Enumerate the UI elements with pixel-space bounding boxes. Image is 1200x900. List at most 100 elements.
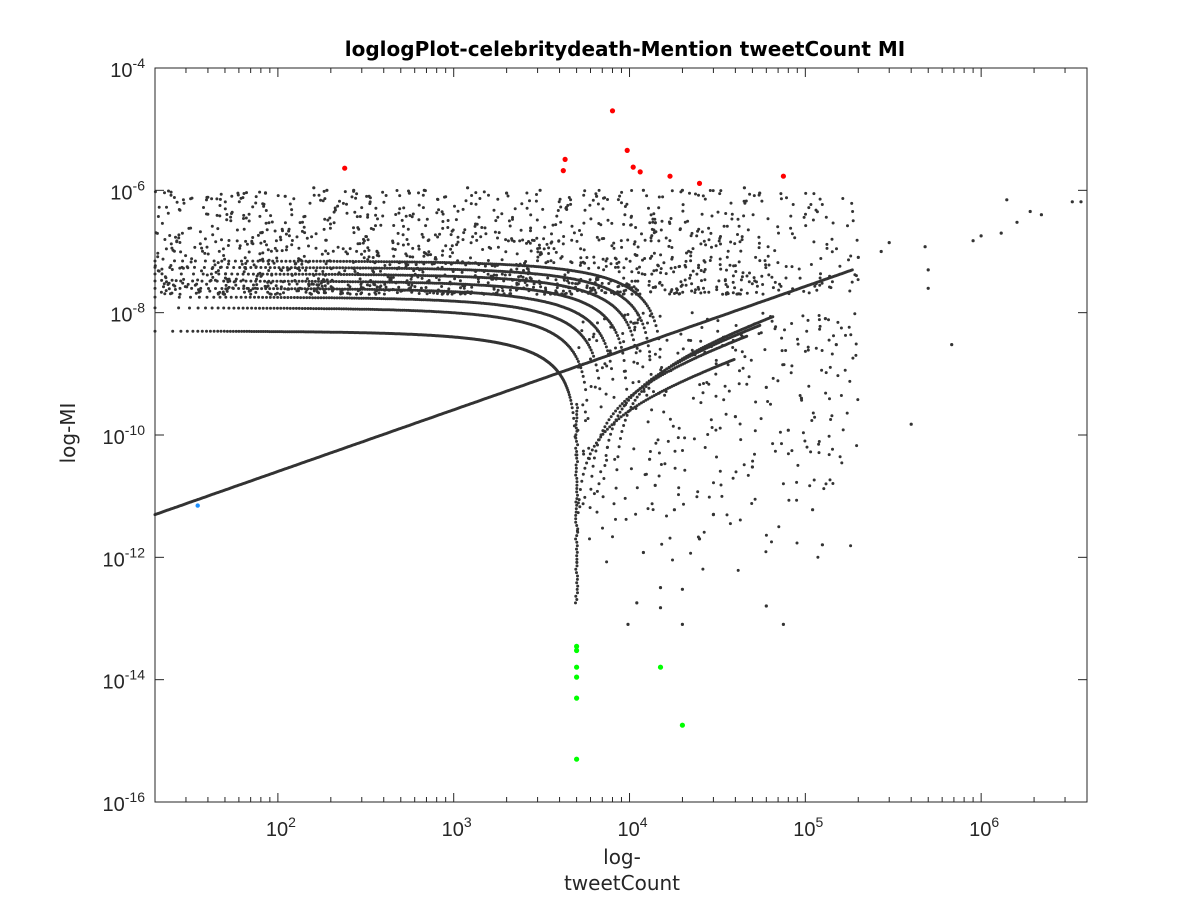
bulk-point [763, 259, 767, 263]
bulk-point [854, 353, 858, 357]
bulk-point [747, 325, 751, 328]
bulk-point [524, 277, 528, 281]
bulk-point [657, 474, 661, 478]
bulk-point [738, 292, 742, 296]
bulk-point [818, 197, 822, 201]
bulk-point [590, 322, 594, 326]
bulk-point [438, 232, 442, 236]
bulk-point [594, 291, 598, 295]
bulk-point [619, 437, 622, 440]
bulk-point [305, 296, 309, 300]
bulk-point [304, 290, 308, 294]
bulk-point [622, 369, 626, 373]
bulk-point [474, 202, 478, 206]
bulk-point [160, 272, 164, 276]
bulk-point [373, 261, 377, 265]
bulk-point [574, 513, 578, 517]
bulk-point [222, 254, 226, 257]
bulk-point [239, 295, 243, 299]
bulk-point [847, 258, 850, 262]
bulk-point [795, 541, 799, 545]
bulk-point [265, 228, 269, 232]
bulk-point [223, 207, 227, 211]
bulk-point [322, 189, 326, 193]
bulk-point [307, 244, 310, 248]
bulk-point [440, 253, 444, 257]
bulk-point [242, 213, 246, 217]
bulk-point [796, 463, 800, 467]
bulk-point [602, 339, 606, 343]
bulk-point [560, 292, 564, 296]
bulk-point [275, 249, 279, 253]
bulk-point [526, 267, 530, 271]
bulk-point [719, 189, 723, 193]
bulk-point [399, 289, 403, 293]
bulk-point [689, 339, 693, 342]
bulk-point [589, 348, 593, 352]
bulk-point [535, 236, 539, 240]
bulk-point [849, 254, 853, 258]
bulk-point [222, 279, 226, 283]
bulk-point [657, 337, 661, 341]
bulk-point [441, 291, 445, 295]
bulk-point [838, 455, 842, 459]
bulk-point [610, 427, 614, 431]
bulk-point [617, 445, 621, 449]
bulk-point [813, 415, 817, 419]
bulk-point [603, 317, 606, 321]
bulk-point [583, 208, 587, 212]
bulk-point [597, 438, 601, 442]
bulk-point [291, 306, 295, 310]
bulk-point [979, 234, 983, 238]
bulk-point [280, 269, 284, 272]
bulk-point [275, 306, 279, 310]
bulk-point [770, 275, 774, 279]
bulk-point [575, 581, 579, 585]
bulk-point [325, 188, 329, 192]
bulk-point [637, 380, 641, 384]
bulk-point [333, 272, 337, 276]
bulk-point [364, 307, 368, 311]
bulk-point [281, 280, 285, 284]
bulk-point [708, 259, 712, 262]
bulk-point [777, 525, 781, 529]
bulk-point [575, 490, 579, 494]
bulk-point [180, 231, 184, 235]
bulk-point [1005, 198, 1009, 202]
bulk-point [265, 306, 269, 310]
bulk-point [240, 262, 244, 266]
bulk-point [422, 262, 426, 266]
bulk-point [368, 287, 372, 291]
bulk-point [849, 333, 853, 337]
bulk-point [546, 276, 550, 280]
bulk-point [242, 329, 246, 333]
bulk-point [227, 259, 231, 263]
bulk-point [169, 264, 173, 267]
bulk-point [330, 307, 334, 311]
bulk-point [226, 244, 230, 247]
bulk-point [700, 279, 703, 283]
bulk-point [640, 272, 644, 276]
bulk-point [574, 510, 578, 514]
bulk-point [503, 273, 507, 277]
bulk-point [490, 264, 494, 268]
bulk-point [367, 273, 371, 277]
bulk-point [771, 286, 775, 290]
bulk-point [700, 230, 704, 234]
bulk-point [336, 204, 340, 208]
bulk-point [574, 473, 578, 477]
bulk-point [691, 247, 695, 251]
bulk-point [811, 411, 815, 415]
bulk-point [402, 288, 406, 292]
bulk-point [156, 215, 160, 218]
bulk-point [170, 268, 174, 271]
bulk-point [348, 296, 351, 300]
bulk-point [614, 486, 618, 490]
bulk-point [728, 522, 732, 526]
bulk-point [156, 251, 160, 255]
bulk-point [500, 286, 504, 290]
bulk-point [343, 287, 347, 291]
bulk-point [566, 279, 569, 283]
bulk-point [348, 259, 352, 263]
bulk-point [660, 542, 664, 546]
